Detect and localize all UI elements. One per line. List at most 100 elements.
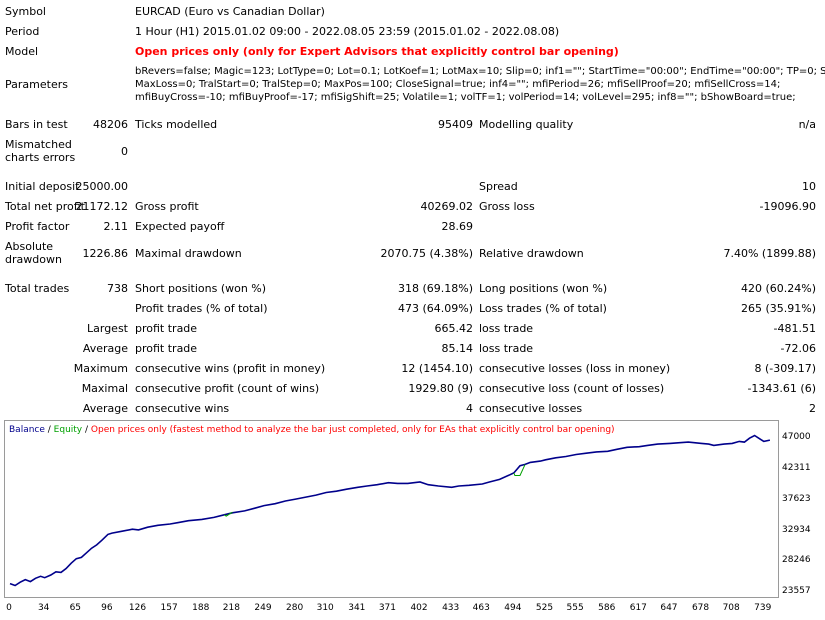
x-tick-label: 65	[69, 603, 82, 613]
y-tick-label: 37623	[782, 493, 811, 504]
equity-line	[223, 511, 233, 517]
quality-label: Modelling quality	[479, 118, 574, 131]
legend-separator: /	[82, 425, 91, 435]
largest-loss-label: loss trade	[479, 322, 534, 335]
spread-label: Spread	[479, 180, 518, 193]
x-tick-label: 402	[410, 603, 428, 613]
parameters-line-3: mfiBuyCross=-10; mfiBuyProof=-17; mfiSig…	[135, 92, 796, 103]
symbol-value: EURCAD (Euro vs Canadian Dollar)	[135, 5, 325, 18]
ltrades-label: Loss trades (% of total)	[479, 302, 607, 315]
largest-loss-value: -481.51	[773, 322, 816, 335]
maxdd-label: Maximal drawdown	[135, 247, 242, 260]
bars-value: 48206	[93, 118, 128, 131]
y-tick-label: 28246	[782, 555, 811, 566]
short-label: Short positions (won %)	[135, 282, 267, 295]
maxprofit-value: 1929.80 (9)	[408, 382, 473, 395]
absdd-label-2: drawdown	[5, 253, 62, 266]
period-value: 1 Hour (H1) 2015.01.02 09:00 - 2022.08.0…	[135, 25, 560, 38]
chart-plot	[9, 434, 771, 587]
x-tick-label: 341	[348, 603, 366, 613]
model-label: Model	[5, 45, 39, 58]
maxloss-label: consecutive loss (count of losses)	[479, 382, 665, 395]
legend-equity: Equity	[53, 425, 83, 435]
x-tick-label: 617	[629, 603, 647, 613]
x-tick-label: 433	[442, 603, 460, 613]
largest-label: Largest	[87, 322, 128, 335]
y-tick-label: 42311	[782, 463, 811, 474]
legend-separator: /	[44, 425, 54, 435]
legend-note: Open prices only (fastest method to anal…	[90, 425, 615, 435]
deposit-label: Initial deposit	[5, 180, 80, 193]
average-profit-value: 85.14	[441, 342, 474, 355]
ticks-value: 95409	[438, 118, 473, 131]
absdd-label-1: Absolute	[5, 240, 54, 253]
mismatch-label-2: charts errors	[5, 151, 76, 164]
maxwins-value: 12 (1454.10)	[401, 362, 473, 375]
x-tick-label: 555	[566, 603, 584, 613]
maximal-label: Maximal	[81, 382, 128, 395]
x-tick-label: 310	[316, 603, 334, 613]
x-tick-label: 188	[192, 603, 210, 613]
trades-value: 738	[107, 282, 128, 295]
avglosses-value: 2	[809, 402, 816, 415]
maxlosses-label: consecutive losses (loss in money)	[479, 362, 671, 375]
average-consec-label: Average	[82, 402, 128, 415]
average-label: Average	[82, 342, 128, 355]
long-value: 420 (60.24%)	[740, 282, 816, 295]
quality-value: n/a	[798, 118, 816, 131]
grossprofit-value: 40269.02	[420, 200, 474, 213]
x-tick-label: 708	[722, 603, 740, 613]
reldd-value: 7.40% (1899.88)	[723, 247, 816, 260]
trades-label: Total trades	[5, 282, 70, 295]
balance-line	[9, 434, 771, 587]
maxdd-value: 2070.75 (4.38%)	[380, 247, 473, 260]
x-tick-label: 586	[598, 603, 616, 613]
x-tick-label: 280	[286, 603, 304, 613]
avglosses-label: consecutive losses	[479, 402, 583, 415]
netprofit-label: Total net profit	[5, 200, 85, 213]
expected-value: 28.69	[441, 220, 474, 233]
period-label: Period	[5, 25, 40, 38]
y-tick-label: 23557	[782, 586, 811, 596]
ticks-label: Ticks modelled	[135, 118, 218, 131]
model-value: Open prices only (only for Expert Adviso…	[135, 45, 619, 58]
pf-value: 2.11	[103, 220, 129, 233]
average-loss-label: loss trade	[479, 342, 534, 355]
x-tick-label: 126	[128, 603, 147, 613]
parameters-line-1: bRevers=false; Magic=123; LotType=0; Lot…	[135, 66, 825, 77]
absdd-value: 1226.86	[82, 247, 129, 260]
long-label: Long positions (won %)	[479, 282, 608, 295]
netprofit-value: 21172.12	[75, 200, 129, 213]
legend-balance: Balance	[9, 425, 45, 435]
maxlosses-value: 8 (-309.17)	[754, 362, 816, 375]
x-tick-label: 647	[660, 603, 678, 613]
x-tick-label: 96	[101, 603, 113, 613]
spread-value: 10	[802, 180, 816, 193]
x-tick-label: 494	[504, 603, 522, 613]
x-tick-label: 0	[6, 603, 12, 613]
maxprofit-label: consecutive profit (count of wins)	[135, 382, 320, 395]
largest-profit-label: profit trade	[135, 322, 198, 335]
x-tick-label: 249	[254, 603, 272, 613]
ptrades-value: 473 (64.09%)	[397, 302, 473, 315]
x-tick-label: 739	[754, 603, 772, 613]
y-tick-label: 47000	[782, 432, 811, 443]
maxwins-label: consecutive wins (profit in money)	[135, 362, 326, 375]
deposit-value: 25000.00	[75, 180, 129, 193]
equity-line	[513, 464, 526, 476]
ltrades-value: 265 (35.91%)	[740, 302, 816, 315]
avgwins-value: 4	[466, 402, 473, 415]
x-tick-label: 525	[535, 603, 554, 613]
y-tick-label: 32934	[782, 524, 811, 535]
x-tick-label: 463	[472, 603, 490, 613]
ptrades-label: Profit trades (% of total)	[135, 302, 268, 315]
grossprofit-label: Gross profit	[135, 200, 199, 213]
average-loss-value: -72.06	[780, 342, 816, 355]
pf-label: Profit factor	[5, 220, 70, 233]
avgwins-label: consecutive wins	[135, 402, 230, 415]
short-value: 318 (69.18%)	[397, 282, 473, 295]
parameters-line-2: MaxLoss=0; TralStart=0; TralStep=0; MaxP…	[135, 79, 781, 90]
bars-label: Bars in test	[5, 118, 68, 131]
parameters-label: Parameters	[5, 78, 68, 91]
expected-label: Expected payoff	[135, 220, 225, 233]
